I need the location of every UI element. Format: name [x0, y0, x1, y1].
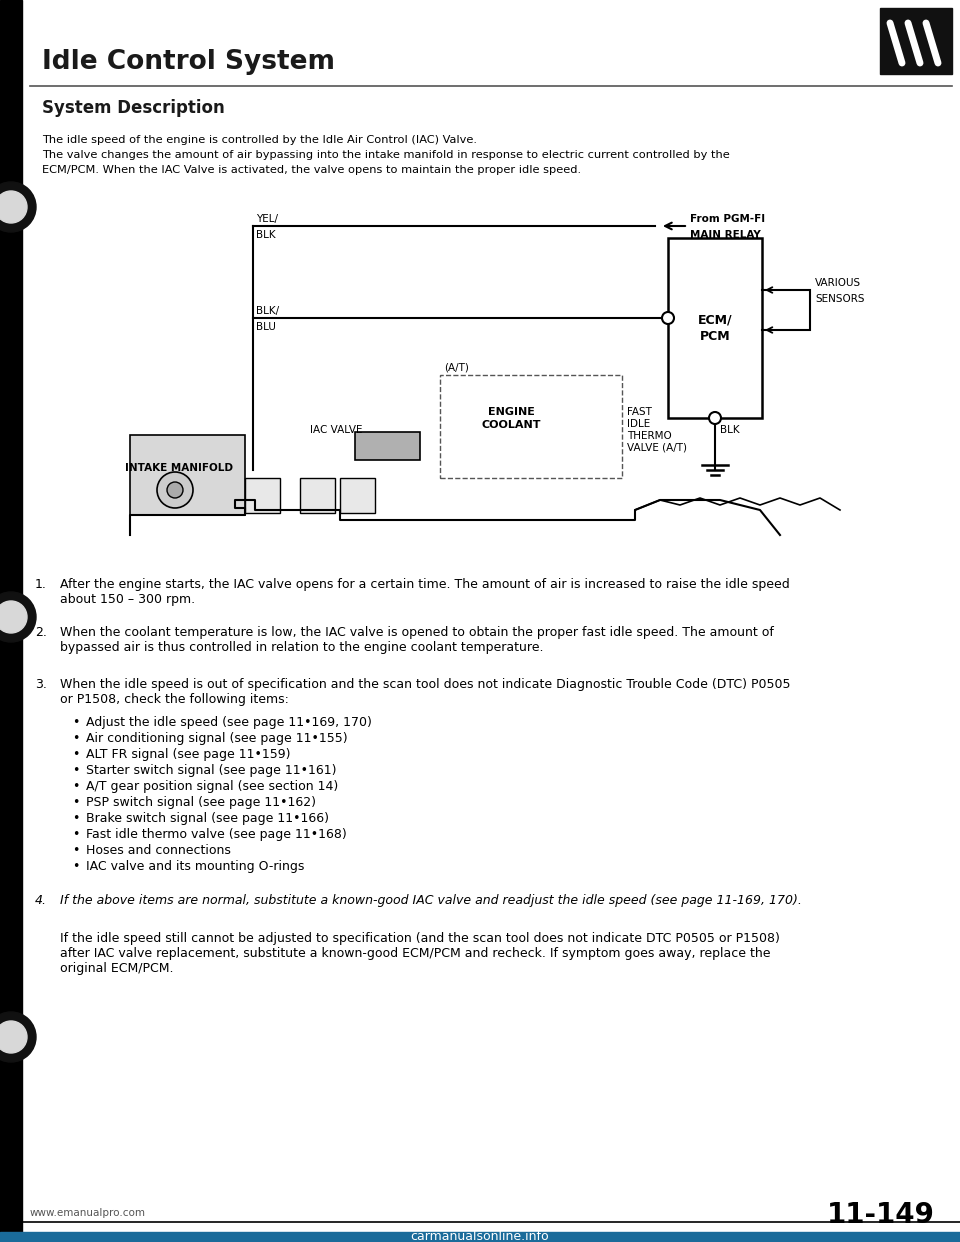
Text: If the idle speed still cannot be adjusted to specification (and the scan tool d: If the idle speed still cannot be adjust… — [60, 932, 780, 945]
Bar — [300, 478, 335, 513]
Bar — [440, 375, 622, 478]
Text: The idle speed of the engine is controlled by the Idle Air Control (IAC) Valve.: The idle speed of the engine is controll… — [42, 135, 477, 145]
Text: VARIOUS: VARIOUS — [815, 278, 861, 288]
Text: ALT FR signal (see page 11•159): ALT FR signal (see page 11•159) — [86, 748, 291, 761]
Text: carmanualsonline.info: carmanualsonline.info — [411, 1231, 549, 1242]
Text: 2.: 2. — [35, 626, 47, 638]
Text: YEL/: YEL/ — [256, 214, 278, 224]
Text: www.emanualpro.com: www.emanualpro.com — [30, 1208, 146, 1218]
Text: (A/T): (A/T) — [444, 361, 468, 373]
Text: bypassed air is thus controlled in relation to the engine coolant temperature.: bypassed air is thus controlled in relat… — [60, 641, 543, 655]
Bar — [130, 435, 245, 515]
Text: BLU: BLU — [256, 322, 276, 332]
Text: Air conditioning signal (see page 11•155): Air conditioning signal (see page 11•155… — [86, 732, 348, 745]
Text: ENGINE
COOLANT: ENGINE COOLANT — [481, 407, 540, 430]
Circle shape — [0, 1012, 36, 1062]
Text: BLK: BLK — [256, 230, 276, 240]
Circle shape — [0, 183, 36, 232]
Text: Fast idle thermo valve (see page 11•168): Fast idle thermo valve (see page 11•168) — [86, 828, 347, 841]
Bar — [0, 0, 22, 1242]
Bar — [340, 478, 375, 513]
Bar — [355, 432, 420, 460]
Text: From PGM-FI: From PGM-FI — [690, 214, 765, 224]
Text: INTAKE MANIFOLD: INTAKE MANIFOLD — [125, 463, 233, 473]
Circle shape — [0, 191, 27, 224]
Text: When the coolant temperature is low, the IAC valve is opened to obtain the prope: When the coolant temperature is low, the… — [60, 626, 774, 638]
Text: ECM/PCM. When the IAC Valve is activated, the valve opens to maintain the proper: ECM/PCM. When the IAC Valve is activated… — [42, 165, 581, 175]
Circle shape — [157, 472, 193, 508]
Circle shape — [662, 312, 674, 324]
Text: SENSORS: SENSORS — [815, 294, 865, 304]
Circle shape — [167, 482, 183, 498]
Text: 4.: 4. — [35, 894, 47, 907]
Text: If the above items are normal, substitute a known-good IAC valve and readjust th: If the above items are normal, substitut… — [60, 894, 802, 907]
Bar — [0, 1232, 960, 1242]
Text: IAC VALVE: IAC VALVE — [310, 425, 363, 435]
Text: IAC valve and its mounting O-rings: IAC valve and its mounting O-rings — [86, 859, 304, 873]
Text: FAST
IDLE
THERMO
VALVE (A/T): FAST IDLE THERMO VALVE (A/T) — [627, 407, 687, 453]
Text: •: • — [72, 859, 80, 873]
Text: about 150 – 300 rpm.: about 150 – 300 rpm. — [60, 592, 195, 606]
Text: BLK: BLK — [720, 425, 739, 435]
Circle shape — [0, 601, 27, 633]
Text: •: • — [72, 796, 80, 809]
Text: Adjust the idle speed (see page 11•169, 170): Adjust the idle speed (see page 11•169, … — [86, 715, 372, 729]
Text: MAIN RELAY: MAIN RELAY — [690, 230, 760, 240]
Text: •: • — [72, 732, 80, 745]
Text: PCM: PCM — [700, 329, 731, 343]
Text: •: • — [72, 764, 80, 777]
Text: Idle Control System: Idle Control System — [42, 48, 335, 75]
Text: ECM/: ECM/ — [698, 313, 732, 327]
Text: •: • — [72, 748, 80, 761]
Text: After the engine starts, the IAC valve opens for a certain time. The amount of a: After the engine starts, the IAC valve o… — [60, 578, 790, 591]
Text: BLK/: BLK/ — [256, 306, 279, 315]
Text: A/T gear position signal (see section 14): A/T gear position signal (see section 14… — [86, 780, 338, 792]
Bar — [668, 238, 762, 419]
Text: •: • — [72, 845, 80, 857]
Text: When the idle speed is out of specification and the scan tool does not indicate : When the idle speed is out of specificat… — [60, 678, 790, 691]
Text: Brake switch signal (see page 11•166): Brake switch signal (see page 11•166) — [86, 812, 329, 825]
Text: •: • — [72, 812, 80, 825]
Text: •: • — [72, 715, 80, 729]
Text: •: • — [72, 828, 80, 841]
Text: original ECM/PCM.: original ECM/PCM. — [60, 963, 174, 975]
Text: The valve changes the amount of air bypassing into the intake manifold in respon: The valve changes the amount of air bypa… — [42, 150, 730, 160]
Bar — [245, 478, 280, 513]
Text: 11-149: 11-149 — [828, 1201, 935, 1230]
Text: •: • — [72, 780, 80, 792]
Bar — [880, 7, 952, 75]
Text: 1.: 1. — [35, 578, 47, 591]
Text: PSP switch signal (see page 11•162): PSP switch signal (see page 11•162) — [86, 796, 316, 809]
Circle shape — [709, 412, 721, 424]
Text: System Description: System Description — [42, 99, 225, 117]
Text: Hoses and connections: Hoses and connections — [86, 845, 230, 857]
Circle shape — [0, 1021, 27, 1053]
Text: or P1508, check the following items:: or P1508, check the following items: — [60, 693, 289, 705]
Text: Starter switch signal (see page 11•161): Starter switch signal (see page 11•161) — [86, 764, 337, 777]
Text: 3.: 3. — [35, 678, 47, 691]
Text: after IAC valve replacement, substitute a known-good ECM/PCM and recheck. If sym: after IAC valve replacement, substitute … — [60, 946, 771, 960]
Circle shape — [0, 592, 36, 642]
